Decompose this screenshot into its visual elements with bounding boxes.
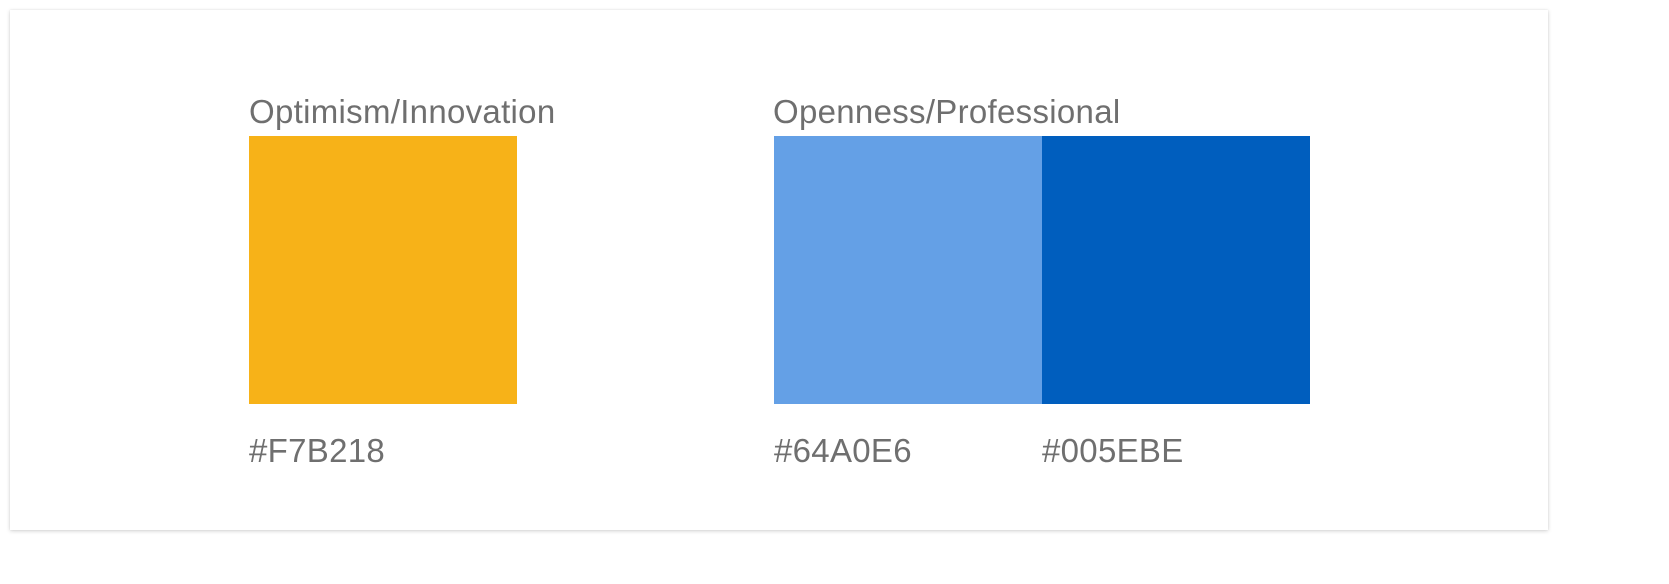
hex-label-light-blue: #64A0E6 [774,432,912,469]
hex-label-dark-blue: #005EBE [1042,432,1184,469]
swatch-dark-blue [1042,136,1310,404]
swatch-light-blue [774,136,1042,404]
hex-label-yellow: #F7B218 [249,432,386,469]
group-title-openness: Openness/Professional [773,93,1121,130]
color-palette-card: Optimism/Innovation #F7B218 Openness/Pro… [10,10,1548,530]
swatch-yellow [249,136,517,404]
group-title-optimism: Optimism/Innovation [249,93,556,130]
